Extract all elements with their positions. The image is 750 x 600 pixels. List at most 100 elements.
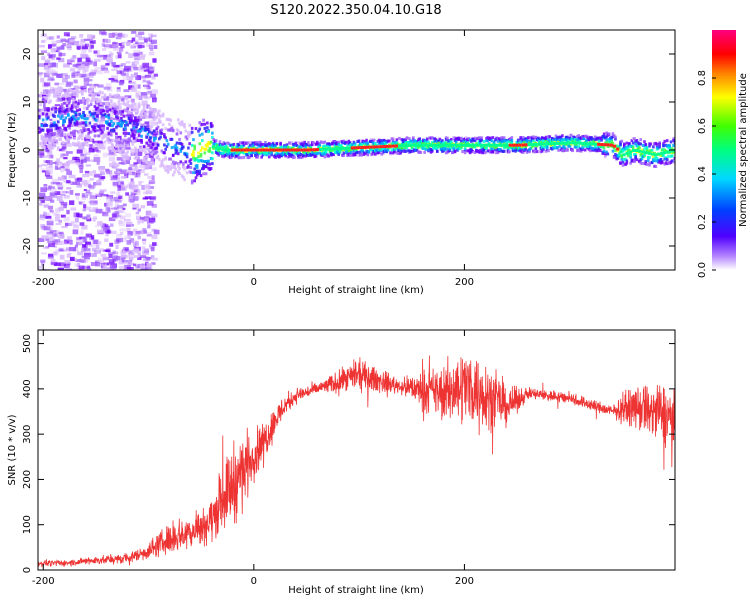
heatmap-cell xyxy=(81,255,87,258)
heatmap-cell xyxy=(629,153,632,157)
heatmap-ridge-cell xyxy=(511,143,516,147)
heatmap-cell xyxy=(54,93,58,97)
heatmap-cell xyxy=(145,160,148,164)
spectrogram-y-tick-label: -20 xyxy=(22,238,33,254)
heatmap-cell xyxy=(169,118,173,122)
heatmap-cell xyxy=(262,151,266,155)
heatmap-cell xyxy=(112,104,116,108)
heatmap-cell xyxy=(133,66,139,71)
heatmap-cell xyxy=(342,151,346,155)
heatmap-cell xyxy=(92,145,95,149)
heatmap-cell xyxy=(146,232,152,236)
heatmap-cell xyxy=(45,137,49,141)
heatmap-cell xyxy=(147,62,152,67)
heatmap-cell xyxy=(111,213,117,218)
heatmap-cell xyxy=(404,149,408,153)
heatmap-cell xyxy=(118,186,126,191)
heatmap-cell xyxy=(130,152,138,156)
heatmap-cell xyxy=(95,262,101,267)
heatmap-cell xyxy=(638,159,641,163)
heatmap-cell xyxy=(99,111,103,115)
heatmap-cell xyxy=(135,265,139,269)
heatmap-cell xyxy=(67,38,75,41)
heatmap-cell xyxy=(72,71,79,74)
heatmap-cell xyxy=(75,122,82,126)
heatmap-cell xyxy=(641,143,645,147)
heatmap-ridge-cell xyxy=(410,143,414,147)
heatmap-ridge-cell xyxy=(426,143,430,147)
heatmap-cell xyxy=(81,153,87,157)
heatmap-cell xyxy=(93,156,101,162)
heatmap-cell xyxy=(41,252,47,255)
heatmap-cell xyxy=(170,137,174,141)
heatmap-cell xyxy=(640,148,644,152)
heatmap-cell xyxy=(261,145,265,149)
snr-line-path xyxy=(38,355,675,568)
heatmap-ridge-cell xyxy=(312,148,317,152)
heatmap-cell xyxy=(119,66,123,71)
heatmap-cell xyxy=(547,137,550,141)
heatmap-cell xyxy=(143,84,150,87)
heatmap-cell xyxy=(83,216,88,220)
heatmap-cell xyxy=(150,152,154,156)
heatmap-cell xyxy=(84,258,89,263)
heatmap-cell xyxy=(127,234,132,240)
heatmap-cell xyxy=(423,150,426,154)
heatmap-cell xyxy=(607,132,611,136)
heatmap-cell xyxy=(92,98,97,101)
heatmap-cell xyxy=(669,140,673,144)
heatmap-cell xyxy=(44,58,50,63)
heatmap-cell xyxy=(116,210,123,213)
heatmap-cell xyxy=(89,244,96,247)
heatmap-cell xyxy=(59,127,63,131)
heatmap-cell xyxy=(182,175,185,179)
heatmap-cell xyxy=(370,137,373,141)
heatmap-cell xyxy=(101,48,107,52)
heatmap-cell xyxy=(60,153,64,159)
heatmap-ridge-cell xyxy=(259,148,263,152)
heatmap-cell xyxy=(451,151,454,155)
heatmap-cell xyxy=(86,117,89,121)
heatmap-cell xyxy=(43,155,51,158)
snr-y-tick-label: 400 xyxy=(22,379,33,398)
heatmap-cell xyxy=(73,121,76,125)
heatmap-ridge-cell xyxy=(644,151,648,155)
heatmap-cell xyxy=(54,106,58,110)
heatmap-cell xyxy=(41,235,49,239)
heatmap-cell xyxy=(356,153,359,157)
heatmap-ridge-cell xyxy=(480,143,484,147)
heatmap-cell xyxy=(345,140,348,144)
heatmap-cell xyxy=(131,240,138,245)
heatmap-cell xyxy=(48,226,53,231)
heatmap-cell xyxy=(581,147,584,151)
heatmap-cell xyxy=(118,182,125,186)
heatmap-cell xyxy=(58,130,61,134)
heatmap-ridge-cell xyxy=(407,143,411,147)
heatmap-cell xyxy=(480,138,483,142)
colorbar-tick-label: 0.8 xyxy=(697,70,708,86)
heatmap-ridge-cell xyxy=(240,148,244,152)
heatmap-cell xyxy=(45,67,50,73)
heatmap-cell xyxy=(118,260,125,265)
heatmap-cell xyxy=(199,174,203,178)
heatmap-cell xyxy=(134,116,137,120)
heatmap-cell xyxy=(112,43,119,48)
heatmap-cell xyxy=(104,131,110,135)
heatmap-cell xyxy=(60,202,68,206)
heatmap-cell xyxy=(223,142,227,146)
heatmap-cell xyxy=(134,146,137,150)
heatmap-cell xyxy=(672,143,675,147)
heatmap-cell xyxy=(136,159,143,164)
heatmap-cell xyxy=(209,166,213,170)
heatmap-cell xyxy=(238,141,242,145)
heatmap-cell xyxy=(94,193,101,196)
heatmap-cell xyxy=(86,107,89,111)
heatmap-cell xyxy=(46,237,54,242)
heatmap-cell xyxy=(102,109,106,113)
heatmap-cell xyxy=(117,184,124,188)
heatmap-cell xyxy=(434,138,438,142)
heatmap-cell xyxy=(106,170,113,174)
heatmap-cell xyxy=(206,162,209,166)
heatmap-cell xyxy=(79,258,86,263)
heatmap-cell xyxy=(164,147,167,151)
